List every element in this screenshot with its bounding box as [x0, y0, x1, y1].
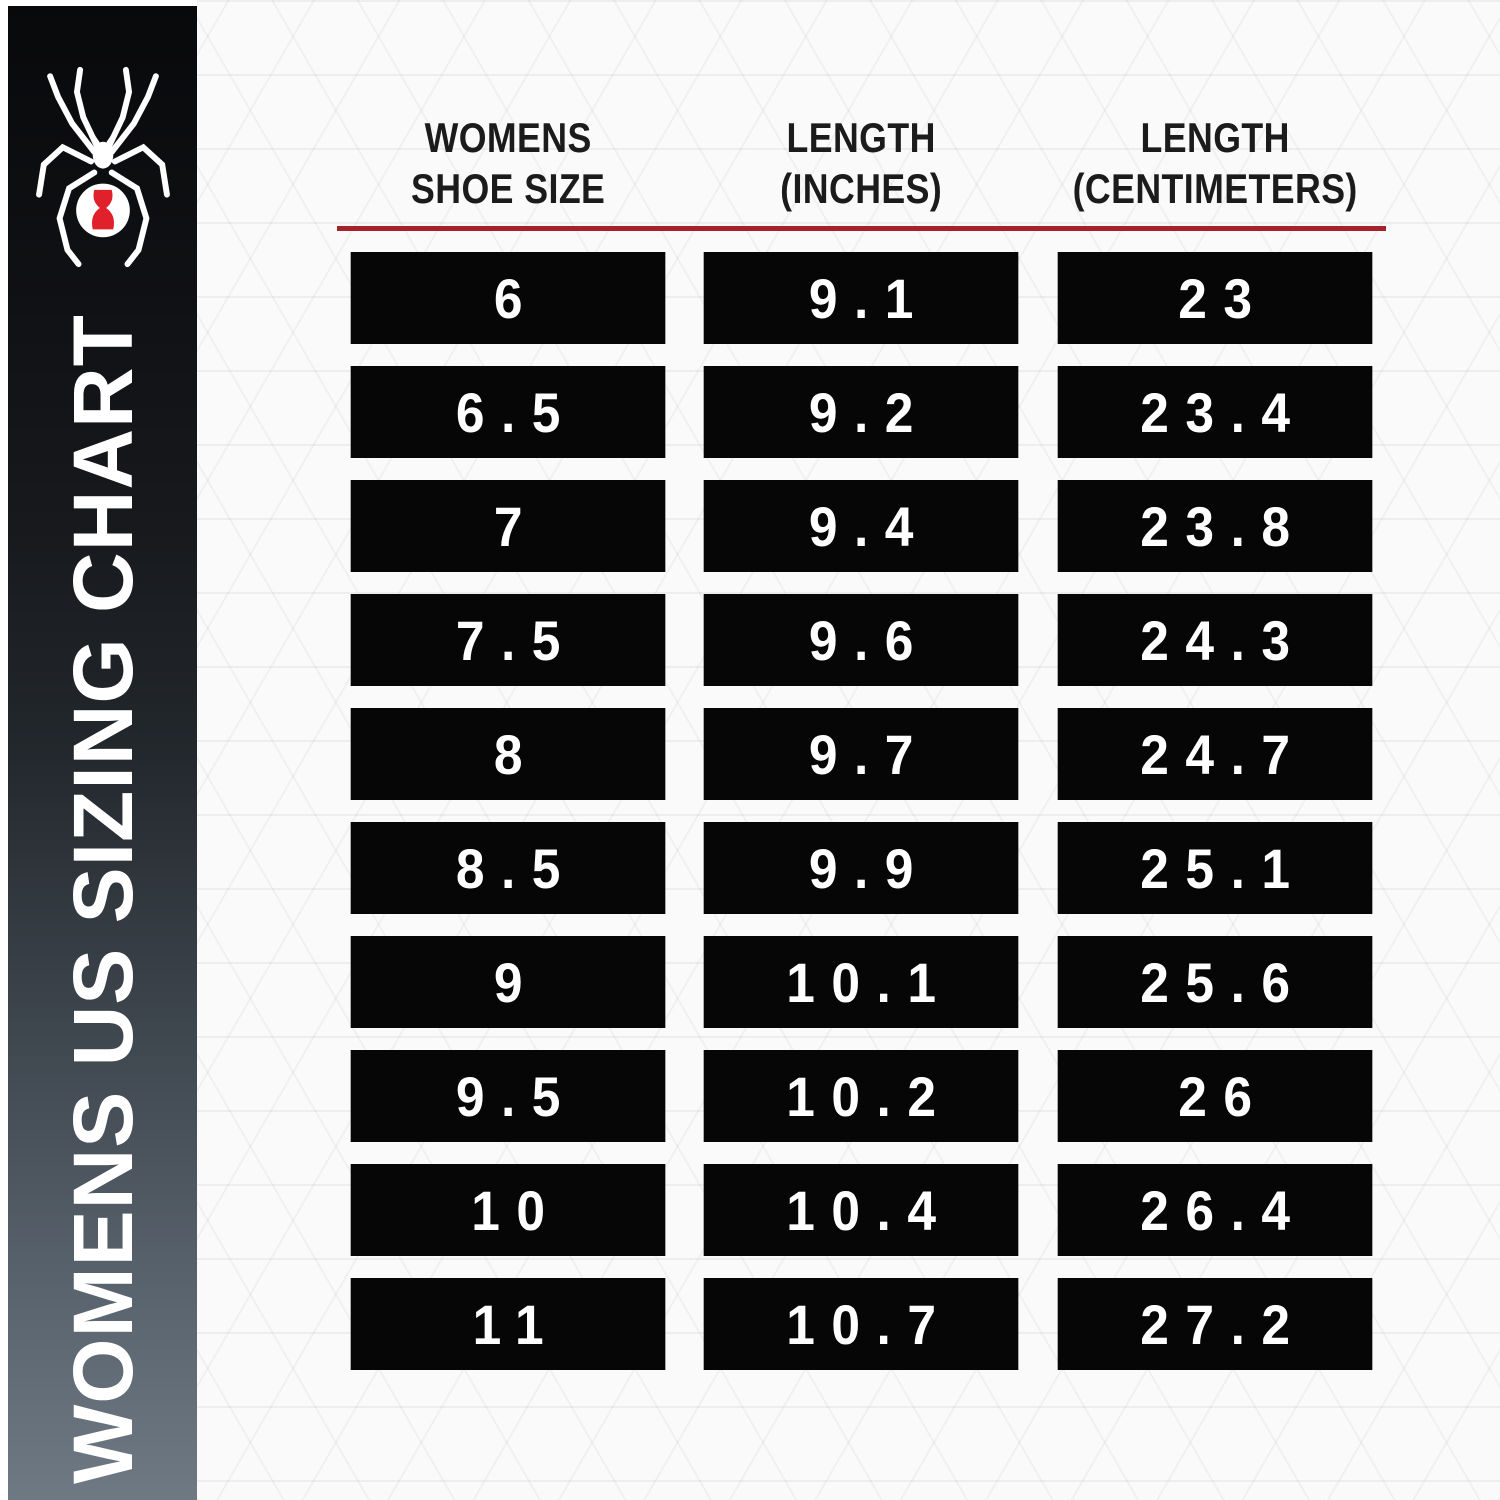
- size-cell-r10-c3: 27.2: [1057, 1278, 1373, 1370]
- size-cell-r6-c3: 25.1: [1057, 822, 1373, 914]
- size-cell-r2-c2: 9.2: [704, 366, 1019, 458]
- column-header-line2: SHOE SIZE: [411, 164, 606, 212]
- spyder-spider-icon: [28, 34, 178, 300]
- size-cell-r10-c1: 11: [350, 1278, 666, 1370]
- column-header-line1: LENGTH: [786, 113, 937, 161]
- size-cell-r9-c3: 26.4: [1057, 1164, 1373, 1256]
- table-header-row: WOMENS SHOE SIZE LENGTH (INCHES) LENGTH (CENT…: [337, 0, 1386, 226]
- column-header-2: LENGTH (INCHES): [716, 112, 1007, 214]
- size-cell-r2-c1: 6.5: [350, 366, 666, 458]
- size-table-wrap: WOMENS SHOE SIZE LENGTH (INCHES) LENGTH (CENT…: [337, 0, 1386, 1370]
- size-cell-r7-c3: 25.6: [1057, 936, 1373, 1028]
- size-cell-r6-c2: 9.9: [704, 822, 1019, 914]
- size-table: 6 9.1 23 6.5 9.2 23.4 7 9.4 23.8 7.5 9.6 24.3 8 9.7 24…: [337, 252, 1386, 1370]
- size-cell-r1-c1: 6: [350, 252, 666, 344]
- chart-content-area: WOMENS SHOE SIZE LENGTH (INCHES) LENGTH (CENT…: [197, 0, 1500, 1500]
- size-cell-r5-c2: 9.7: [704, 708, 1019, 800]
- header-divider-line: [337, 226, 1386, 231]
- size-cell-r3-c3: 23.8: [1057, 480, 1373, 572]
- size-cell-r4-c3: 24.3: [1057, 594, 1373, 686]
- size-cell-r4-c1: 7.5: [350, 594, 666, 686]
- size-cell-r3-c1: 7: [350, 480, 666, 572]
- column-header-3: LENGTH (CENTIMETERS): [1069, 112, 1360, 214]
- size-cell-r5-c1: 8: [350, 708, 666, 800]
- column-header-line1: LENGTH: [1140, 113, 1290, 161]
- column-header-1: WOMENS SHOE SIZE: [363, 112, 654, 214]
- size-cell-r10-c2: 10.7: [704, 1278, 1019, 1370]
- red-hourglass-mark: [91, 189, 114, 230]
- size-cell-r8-c2: 10.2: [704, 1050, 1019, 1142]
- size-cell-r2-c3: 23.4: [1057, 366, 1373, 458]
- size-cell-r7-c1: 9: [350, 936, 666, 1028]
- column-header-line2: (CENTIMETERS): [1072, 164, 1358, 212]
- size-cell-r4-c2: 9.6: [704, 594, 1019, 686]
- brand-sidebar: WOMENS US SIZING CHART: [8, 6, 197, 1500]
- size-cell-r3-c2: 9.4: [704, 480, 1019, 572]
- size-cell-r9-c2: 10.4: [704, 1164, 1019, 1256]
- size-cell-r5-c3: 24.7: [1057, 708, 1373, 800]
- size-cell-r9-c1: 10: [350, 1164, 666, 1256]
- size-cell-r7-c2: 10.1: [704, 936, 1019, 1028]
- size-cell-r8-c3: 26: [1057, 1050, 1373, 1142]
- size-cell-r8-c1: 9.5: [350, 1050, 666, 1142]
- size-cell-r1-c2: 9.1: [704, 252, 1019, 344]
- sidebar-vertical-title: WOMENS US SIZING CHART: [55, 314, 150, 1484]
- size-cell-r1-c3: 23: [1057, 252, 1373, 344]
- column-header-line1: WOMENS: [424, 113, 592, 161]
- size-cell-r6-c1: 8.5: [350, 822, 666, 914]
- column-header-line2: (INCHES): [780, 164, 943, 212]
